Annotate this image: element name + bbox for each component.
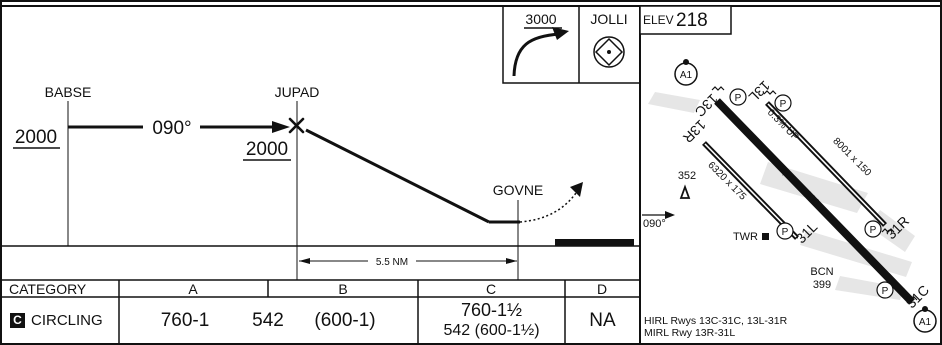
obstacle-icon <box>679 184 691 199</box>
papi-label: P <box>882 286 889 297</box>
papi-label: P <box>782 227 789 238</box>
rwy-13r-label: 13R <box>680 117 709 146</box>
climb-arrow-icon <box>512 32 561 77</box>
missed-approach-icons <box>502 5 641 84</box>
fix-govne: GOVNE <box>493 182 544 198</box>
final-approach-fix-icon <box>288 117 305 134</box>
beacon-elev: 399 <box>813 279 831 291</box>
distance-label: 5.5 NM <box>376 257 408 268</box>
papi-icons <box>729 88 894 299</box>
minimum-ab-paren: (600-1) <box>314 309 376 331</box>
minimum-c-line1: 760-1½ <box>460 299 523 320</box>
header-c: C <box>486 281 496 297</box>
missed-altitude: 3000 <box>525 11 556 27</box>
hotspot-icon-north <box>674 59 698 86</box>
course-arrowhead-icon <box>272 121 290 133</box>
runway-13l-31r <box>765 101 887 227</box>
obstacle-elev: 352 <box>678 170 696 182</box>
header-d: D <box>597 281 607 297</box>
rwy-31c-label: 31C <box>903 282 932 311</box>
papi-label: P <box>735 93 742 104</box>
beacon-label: BCN <box>810 266 833 278</box>
header-a: A <box>188 281 198 297</box>
altitude-jupad: 2000 <box>246 139 288 160</box>
airport-diagram <box>639 5 937 333</box>
elev-label: ELEV <box>643 13 674 27</box>
hotspot-icon-south <box>913 306 937 333</box>
papi-label: P <box>780 99 787 110</box>
tower-label: TWR <box>733 231 758 243</box>
circling-label: CIRCLING <box>31 312 103 329</box>
fix-babse: BABSE <box>45 84 92 100</box>
elev-value: 218 <box>676 10 708 31</box>
displaced-threshold-marks <box>711 86 918 301</box>
minimum-c-line2: 542 (600-1½) <box>443 322 540 339</box>
minimum-ab-altitude: 760-1 <box>160 309 210 331</box>
minimum-d: NA <box>589 309 616 331</box>
hotspot-label-north: A1 <box>680 70 693 81</box>
hotspot-label-south: A1 <box>919 317 932 328</box>
altitude-babse: 2000 <box>15 127 57 148</box>
runway-13r-31l <box>702 141 799 240</box>
lighting-line-1: HIRL Rwys 13C-31C, 13L-31R <box>644 315 788 327</box>
circling-row-label: C CIRCLING <box>2 297 119 344</box>
header-b: B <box>338 281 347 297</box>
approach-arrow-icon <box>665 211 675 219</box>
final-course: 090° <box>152 118 191 139</box>
tower-icon <box>762 233 769 240</box>
rwy-slope: 0.3% UP <box>765 107 801 143</box>
holding-fix-icon <box>593 36 625 68</box>
profile-view <box>67 101 634 280</box>
lighting-line-2: MIRL Rwy 13R-31L <box>644 327 735 339</box>
minimum-ab-height: 542 <box>252 309 284 331</box>
holding-fix-name: JOLLI <box>590 11 627 27</box>
header-category: CATEGORY <box>9 281 87 297</box>
climb-arrowhead-icon <box>552 27 569 40</box>
papi-label: P <box>870 225 877 236</box>
approach-course-label: 090° <box>643 218 666 230</box>
runway-13c-31c <box>714 98 915 305</box>
approach-category-icon: C <box>10 313 25 328</box>
fix-jupad: JUPAD <box>275 84 320 100</box>
rwy-13c-label: 13C <box>692 91 721 120</box>
